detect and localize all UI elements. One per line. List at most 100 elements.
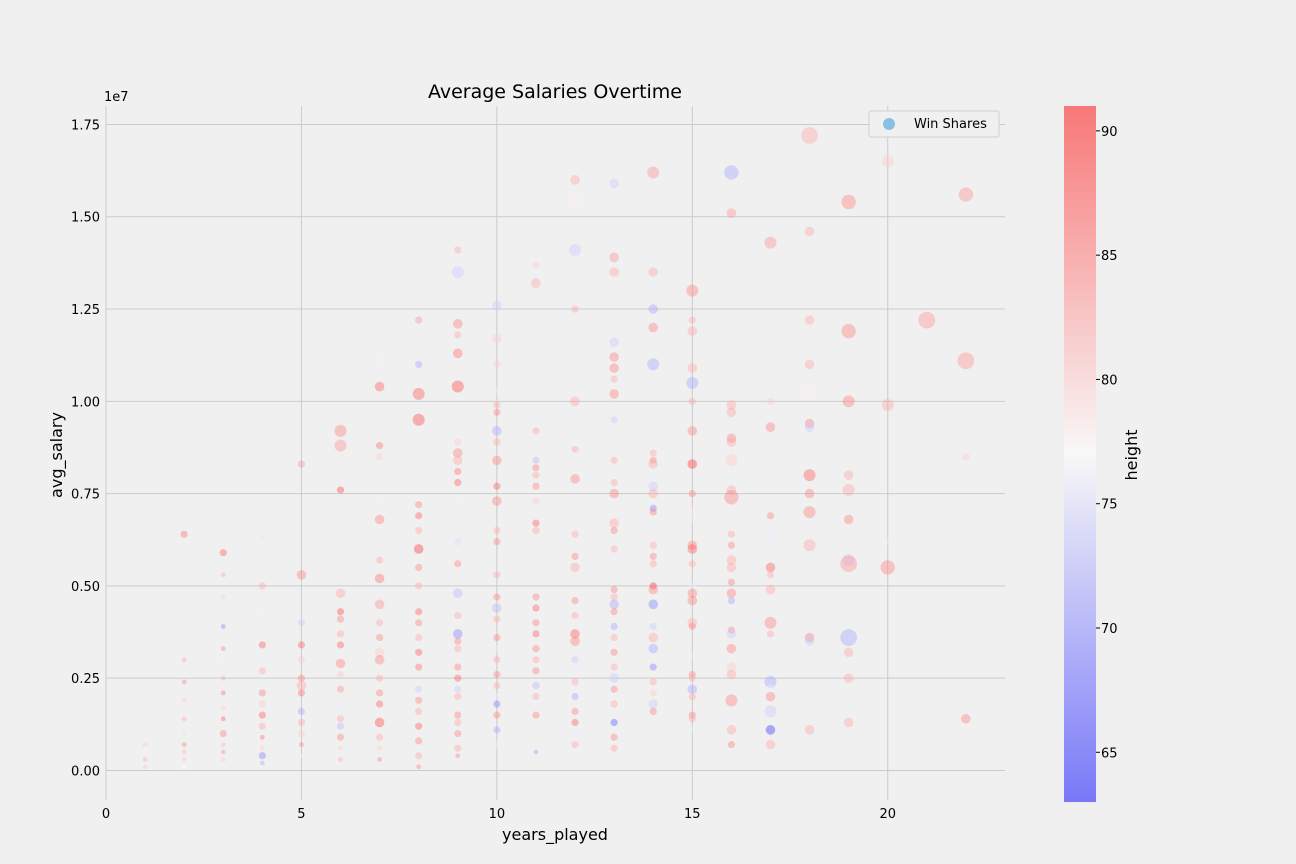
scatter-point [297, 707, 306, 716]
scatter-point [764, 531, 777, 544]
colorbar-tick-label: 85 [1101, 249, 1118, 264]
scatter-point [765, 422, 776, 432]
legend: Win Shares [868, 110, 1000, 138]
scatter-point [181, 749, 187, 755]
x-tick-label: 10 [489, 807, 506, 822]
scatter-point [220, 756, 226, 762]
scatter-point [609, 389, 619, 399]
scatter-point [649, 552, 657, 560]
scatter-point [569, 192, 582, 205]
scatter-point [258, 722, 266, 730]
scatter-point [610, 375, 618, 383]
scatter-point [336, 733, 345, 741]
scatter-point [452, 318, 463, 329]
scatter-point [570, 396, 580, 407]
scatter-point [259, 760, 265, 766]
scatter-point [455, 753, 461, 759]
scatter-point [570, 562, 580, 573]
scatter-point [609, 599, 619, 610]
x-axis-ticks: 0 5 10 15 20 [102, 807, 896, 822]
plot-area [106, 106, 1005, 800]
scatter-point [532, 464, 540, 472]
scatter-point [181, 605, 187, 611]
scatter-point [687, 426, 698, 436]
scatter-point [765, 691, 776, 702]
scatter-point [297, 689, 306, 697]
scatter-point [532, 497, 540, 505]
scatter-point [532, 526, 540, 535]
scatter-point [647, 358, 660, 371]
scatter-point [454, 645, 462, 653]
scatter-point [571, 741, 579, 749]
scatter-point [687, 363, 698, 373]
scatter-point [415, 663, 423, 671]
scatter-point [454, 674, 462, 682]
scatter-point [454, 600, 462, 608]
scatter-point [336, 630, 345, 638]
scatter-point [181, 697, 187, 703]
scatter-point [181, 731, 187, 736]
scatter-point [649, 449, 657, 457]
scatter-point [377, 745, 383, 751]
scatter-point [454, 744, 462, 752]
scatter-point [765, 551, 776, 562]
scatter-point [726, 562, 737, 573]
scatter-point [571, 729, 579, 738]
scatter-point [454, 693, 462, 701]
scatter-point [841, 194, 856, 210]
x-tick-label: 5 [297, 807, 305, 822]
scatter-point [181, 679, 187, 685]
scatter-point [804, 359, 815, 370]
scatter-point [843, 717, 854, 728]
scatter-point [610, 416, 618, 424]
scatter-point [727, 530, 735, 538]
colorbar-tick-label: 70 [1101, 622, 1118, 637]
scatter-point [220, 594, 226, 600]
colorbar-label: height [1122, 430, 1141, 481]
scatter-point [648, 643, 659, 654]
scatter-point [376, 700, 384, 708]
scatter-point [415, 707, 423, 716]
scatter-point [727, 597, 735, 605]
scatter-point [610, 456, 618, 464]
scatter-point [180, 530, 188, 538]
scatter-point [452, 448, 463, 458]
scatter-point [376, 357, 384, 365]
scatter-point [296, 680, 307, 691]
scatter-point [452, 455, 463, 466]
scatter-point [687, 544, 698, 554]
scatter-point [958, 187, 974, 202]
scatter-point [532, 630, 540, 638]
scatter-point [688, 652, 696, 660]
scatter-point [334, 439, 347, 452]
scatter-point [610, 648, 618, 656]
scatter-point [957, 352, 975, 370]
scatter-point [258, 711, 266, 719]
scatter-point [688, 515, 696, 524]
scatter-point [841, 323, 856, 339]
scatter-point [532, 482, 540, 490]
scatter-point [454, 560, 462, 568]
scatter-point [804, 226, 815, 237]
scatter-point [610, 633, 618, 642]
scatter-point [610, 685, 618, 693]
scatter-point [648, 699, 659, 709]
scatter-point [842, 395, 855, 408]
scatter-point [688, 674, 696, 682]
scatter-point [335, 588, 346, 599]
y-axis-ticks: 0.00 0.25 0.50 0.75 1.00 1.25 1.50 1.75 [71, 118, 100, 779]
scatter-point [532, 261, 540, 269]
scatter-point [532, 711, 540, 719]
scatter-point [532, 567, 540, 575]
scatter-point [336, 670, 345, 679]
scatter-point [493, 408, 501, 416]
scatter-point [493, 615, 501, 623]
scatter-point [415, 316, 423, 324]
scatter-point [804, 632, 815, 643]
scatter-point [688, 560, 696, 568]
scatter-point [415, 648, 423, 656]
scatter-point [571, 597, 579, 605]
scatter-point [492, 455, 502, 466]
scatter-point [648, 459, 659, 469]
